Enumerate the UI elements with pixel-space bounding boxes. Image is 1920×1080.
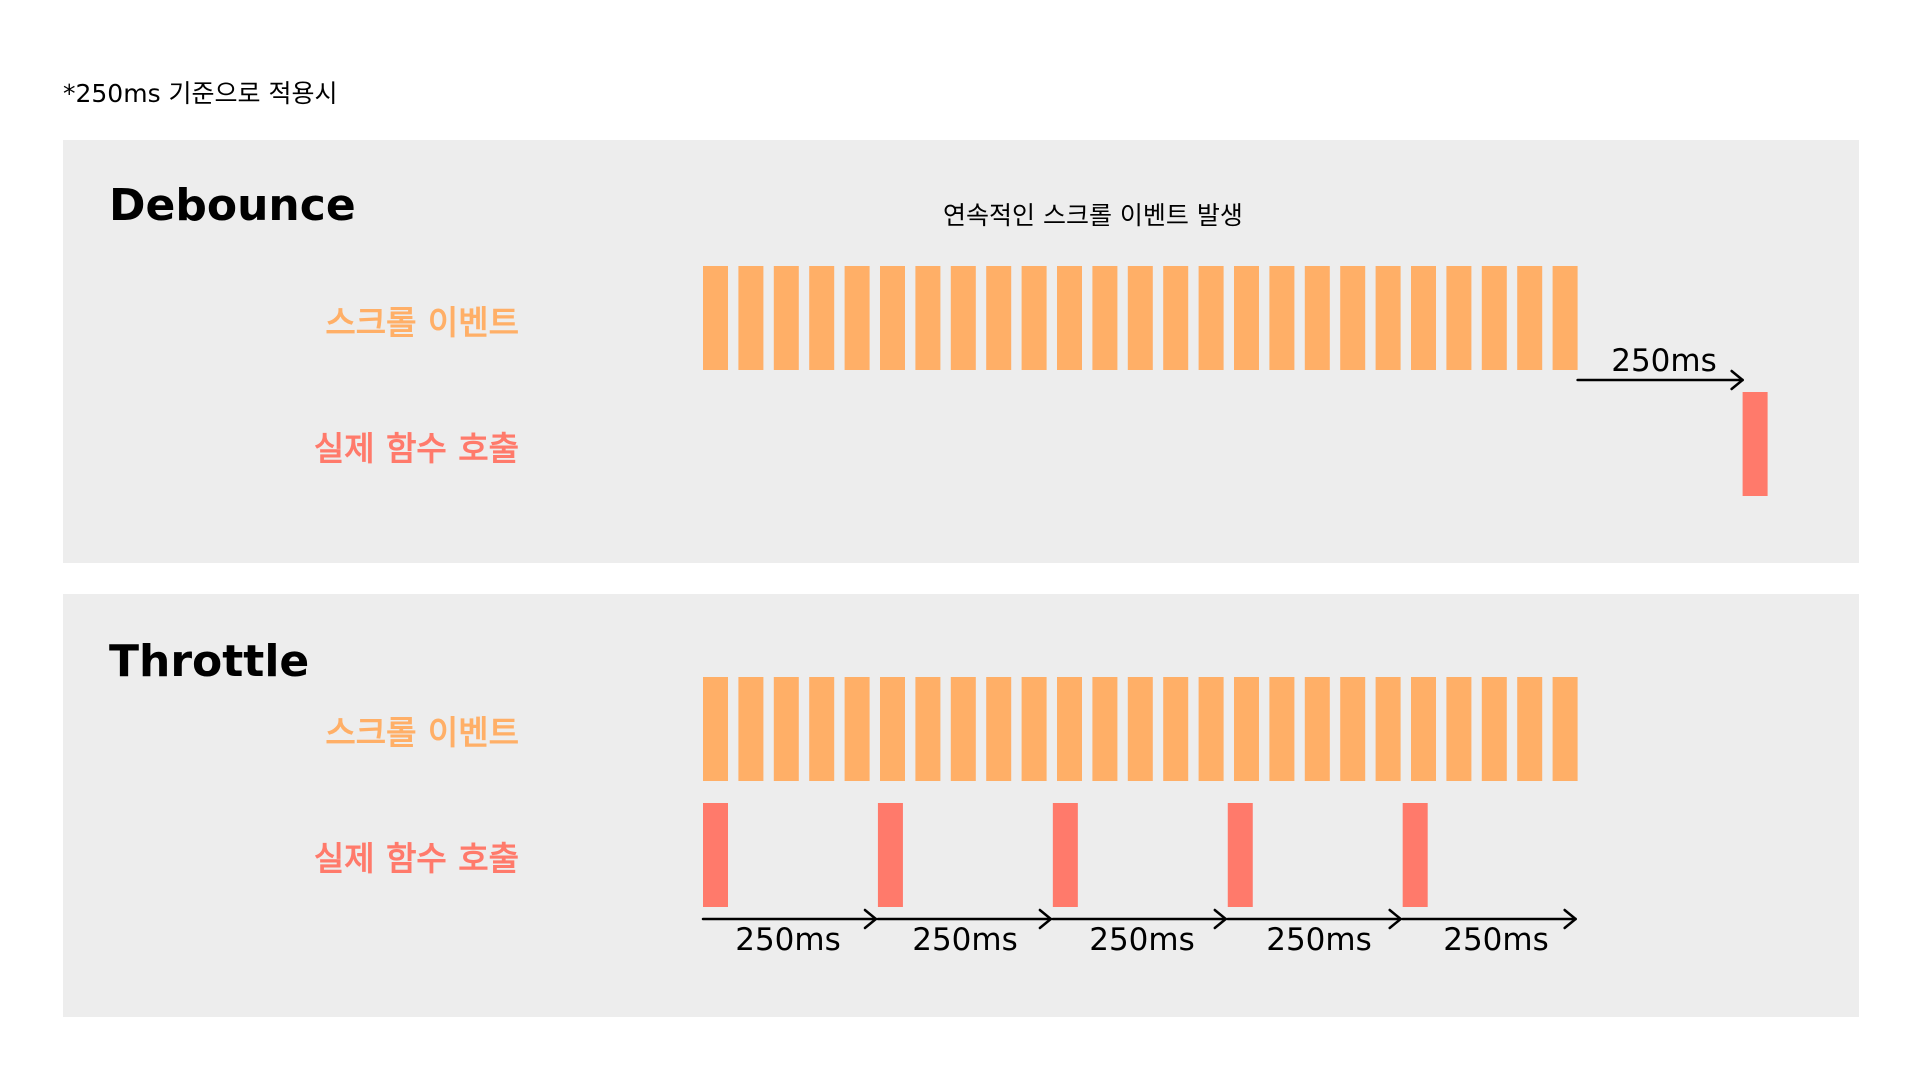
throttle-interval-label-4: 250ms [1266,922,1372,958]
scroll-event-bar [809,266,835,370]
scroll-event-bar [1304,677,1330,781]
scroll-event-bar [1446,266,1472,370]
throttle-interval-label-1: 250ms [735,922,841,958]
scroll-event-bar [1198,266,1224,370]
scroll-event-bar [1234,677,1259,781]
throttle-interval-arrow [876,908,1053,930]
scroll-event-bar [1092,677,1118,781]
function-call-bar [1402,803,1428,907]
scroll-event-bar [1021,677,1047,781]
scroll-event-bar [809,677,835,781]
scroll-event-bar [880,677,905,781]
throttle-interval-arrow [701,908,878,930]
scroll-event-bar [1269,266,1295,370]
scroll-event-bar [1340,266,1366,370]
scroll-event-bar [773,266,799,370]
scroll-event-bar [915,677,941,781]
debounce-caption: 연속적인 스크롤 이벤트 발생 [943,201,1243,230]
scroll-event-bar [1304,266,1330,370]
debounce-panel: Debounce 연속적인 스크롤 이벤트 발생 스크롤 이벤트 실제 함수 호… [63,140,1859,563]
debounce-title: Debounce [109,180,356,231]
throttle-interval-arrow [1051,908,1228,930]
scroll-event-bar [1481,266,1507,370]
scroll-event-bar [1021,266,1047,370]
scroll-event-bar [986,266,1012,370]
function-call-bar [1052,803,1078,907]
scroll-event-bar [880,266,905,370]
scroll-event-bar [1127,677,1153,781]
throttle-interval-label-5: 250ms [1443,922,1549,958]
scroll-event-bar [738,677,764,781]
scroll-event-bar [1375,266,1401,370]
scroll-event-bar [1092,266,1118,370]
scroll-event-bar [1517,677,1543,781]
throttle-interval-arrow [1401,908,1577,930]
throttle-call-label: 실제 함수 호출 [313,839,519,878]
scroll-event-bar [1057,677,1082,781]
scroll-event-bar [1340,677,1366,781]
scroll-event-bar [844,266,870,370]
throttle-interval-arrow [1226,908,1402,930]
throttle-timeline [701,677,1578,930]
function-call-bar [1742,392,1768,496]
scroll-event-bar [1411,266,1436,370]
throttle-title: Throttle [109,636,310,687]
scroll-event-bar [738,266,764,370]
scroll-event-bar [1552,677,1578,781]
function-call-bar [703,803,728,907]
scroll-event-bar [1057,266,1082,370]
scroll-event-bar [703,677,728,781]
scroll-event-bar [1127,266,1153,370]
function-call-bar [877,803,903,907]
scroll-event-bar [915,266,941,370]
debounce-timeline [703,266,1768,496]
throttle-interval-label-2: 250ms [912,922,1018,958]
debounce-interval-label: 250ms [1611,343,1717,379]
scroll-event-bar [703,266,728,370]
scroll-event-bar [1481,677,1507,781]
scroll-event-bar [1198,677,1224,781]
function-call-bar [1227,803,1253,907]
scroll-event-bar [1375,677,1401,781]
scroll-event-bar [1552,266,1578,370]
scroll-event-bar [1446,677,1472,781]
scroll-event-bar [1163,266,1189,370]
debounce-delay-arrow [1576,369,1744,391]
scroll-event-bar [950,677,976,781]
throttle-panel: Throttle 스크롤 이벤트 실제 함수 호출 250ms 250ms 25… [63,594,1859,1017]
throttle-interval-label-3: 250ms [1089,922,1195,958]
scroll-event-bar [1411,677,1436,781]
scroll-event-bar [950,266,976,370]
scroll-event-bar [1517,266,1543,370]
scroll-event-bar [986,677,1012,781]
throttle-event-label: 스크롤 이벤트 [325,713,519,752]
note-text: *250ms 기준으로 적용시 [63,79,338,108]
scroll-event-bar [844,677,870,781]
scroll-event-bar [1269,677,1295,781]
debounce-call-label: 실제 함수 호출 [313,429,519,468]
scroll-event-bar [1163,677,1189,781]
scroll-event-bar [1234,266,1259,370]
scroll-event-bar [773,677,799,781]
debounce-event-label: 스크롤 이벤트 [325,303,519,342]
